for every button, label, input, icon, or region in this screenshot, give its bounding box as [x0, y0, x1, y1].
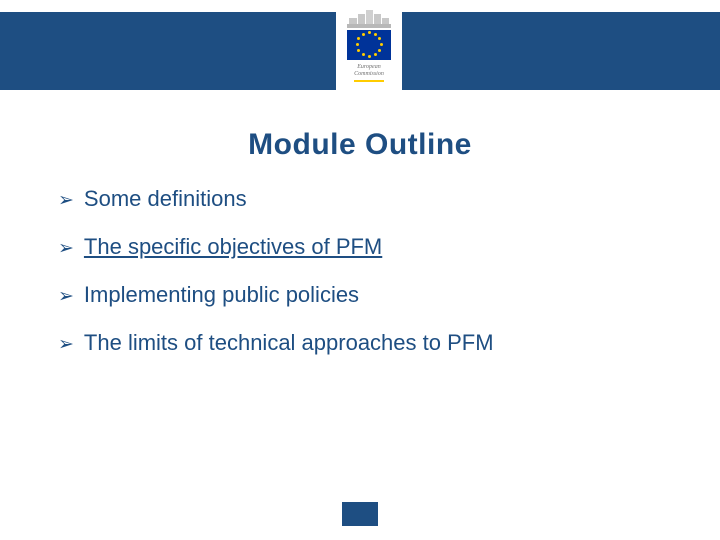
- bullet-marker-icon: ➢: [58, 333, 74, 356]
- bullet-marker-icon: ➢: [58, 189, 74, 212]
- bullet-item: ➢ Implementing public policies: [58, 282, 658, 308]
- logo-text: European Commission: [354, 64, 384, 77]
- slide-title: Module Outline: [0, 128, 720, 162]
- building-icon: [347, 8, 391, 28]
- bullet-list: ➢ Some definitions ➢ The specific object…: [58, 186, 658, 378]
- logo-text-line1: European: [357, 64, 380, 70]
- bullet-item: ➢ The limits of technical approaches to …: [58, 330, 658, 356]
- logo-text-line2: Commission: [354, 71, 384, 77]
- bullet-text: Implementing public policies: [84, 282, 359, 308]
- footer-flag-icon: [342, 502, 378, 526]
- bullet-text: The specific objectives of PFM: [84, 234, 382, 260]
- slide: European Commission Module Outline ➢ Som…: [0, 0, 720, 540]
- bullet-text: Some definitions: [84, 186, 247, 212]
- bullet-text: The limits of technical approaches to PF…: [84, 330, 494, 356]
- bullet-marker-icon: ➢: [58, 237, 74, 260]
- logo-underline: [354, 80, 384, 82]
- eu-flag-icon: [347, 30, 391, 60]
- ec-logo: European Commission: [336, 0, 402, 106]
- bullet-item: ➢ The specific objectives of PFM: [58, 234, 658, 260]
- bullet-item: ➢ Some definitions: [58, 186, 658, 212]
- bullet-marker-icon: ➢: [58, 285, 74, 308]
